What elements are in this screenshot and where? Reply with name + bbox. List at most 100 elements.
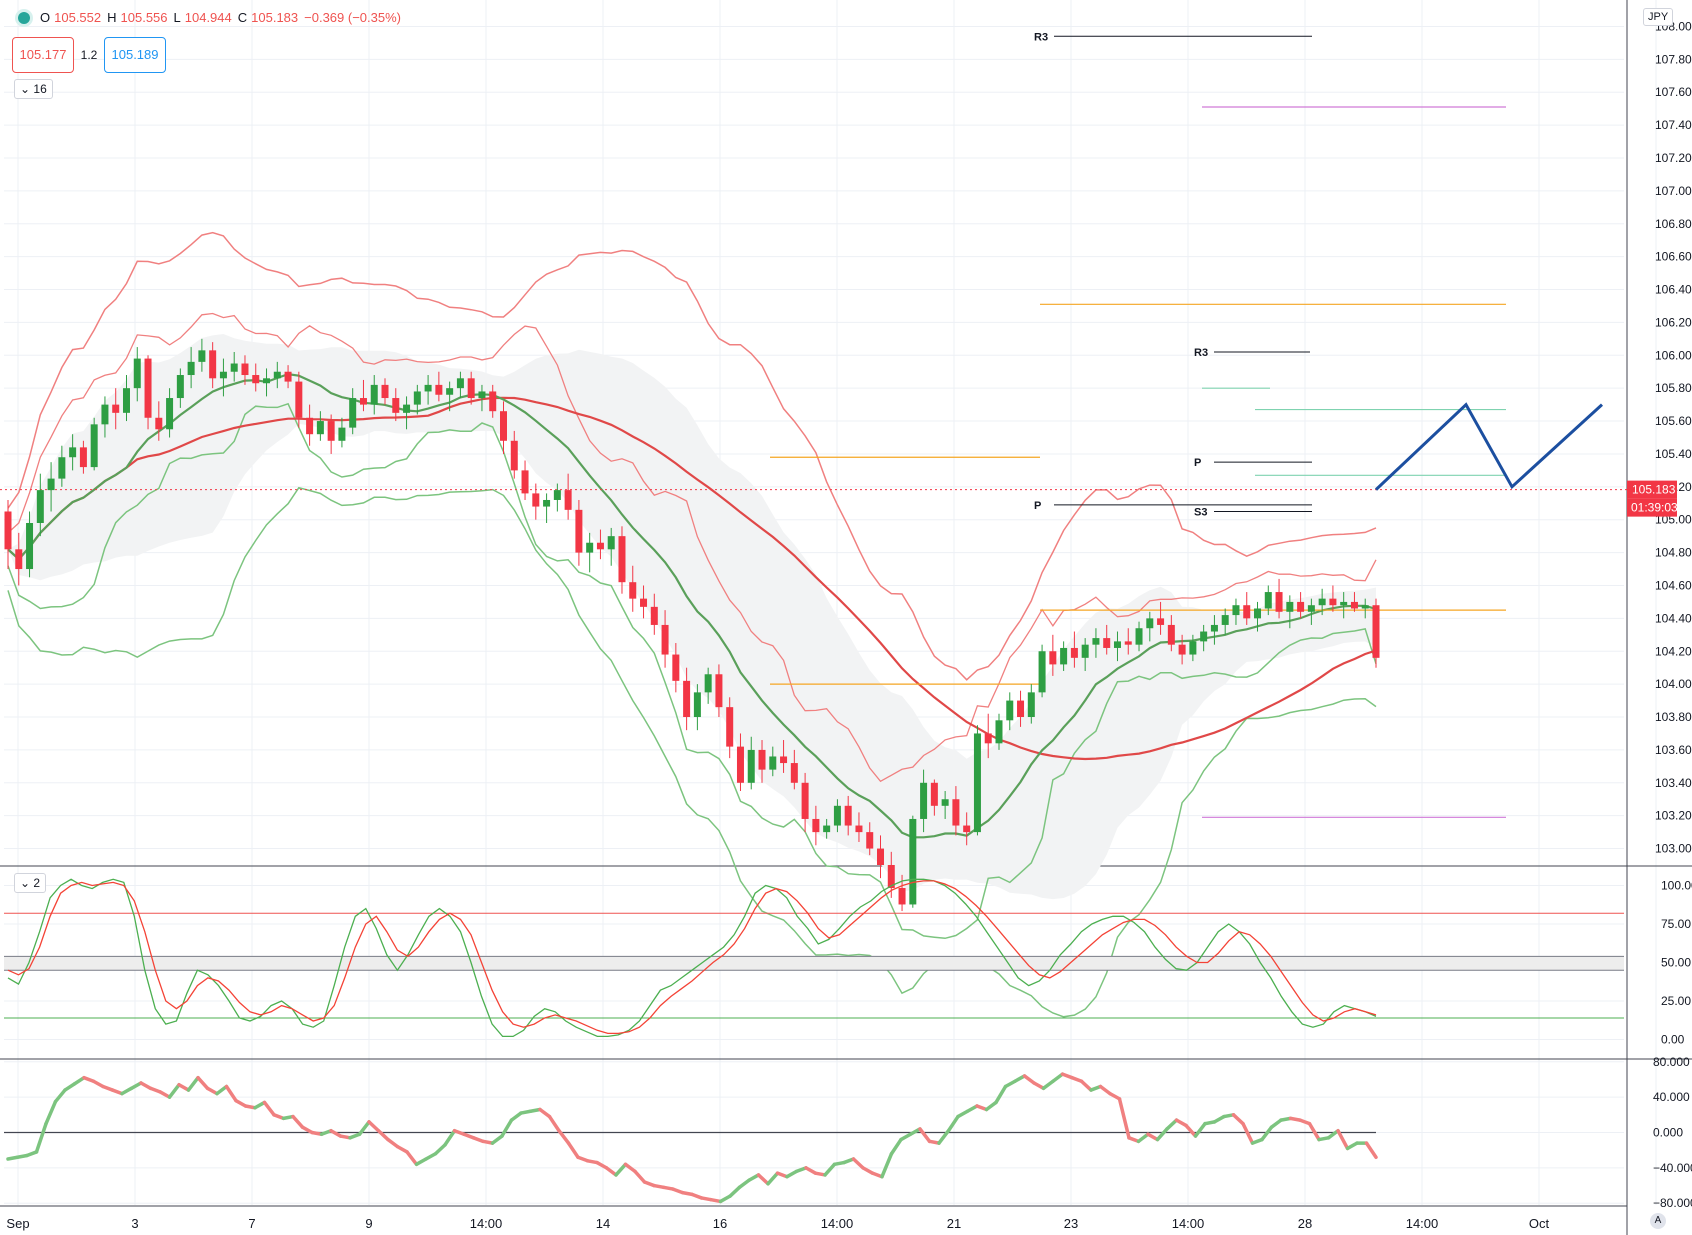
osc-segment bbox=[1336, 1128, 1350, 1151]
candlestick-series bbox=[4, 338, 1380, 912]
change-value: −0.369 (−0.35%) bbox=[304, 10, 401, 25]
fast-ma-line bbox=[7, 372, 1377, 839]
ohlc-legend: O 105.552 H 105.556 L 104.944 C 105.183 −0.3… bbox=[18, 10, 403, 25]
close-value: 105.183 bbox=[251, 10, 299, 25]
y-tick-label: 105.400 bbox=[1655, 447, 1692, 461]
indicator-count: 16 bbox=[33, 82, 47, 96]
inner-upper-band bbox=[7, 312, 1377, 783]
osc-segment bbox=[376, 1128, 390, 1142]
x-tick-label: 23 bbox=[1064, 1216, 1078, 1231]
osc-segment bbox=[63, 1082, 77, 1092]
candle-body bbox=[855, 825, 863, 833]
currency-label[interactable]: JPY bbox=[1643, 8, 1674, 26]
osc-segment bbox=[1231, 1113, 1245, 1126]
candle-body bbox=[90, 424, 98, 468]
candle-body bbox=[26, 523, 34, 570]
osc-segment bbox=[1326, 1128, 1340, 1140]
candle-body bbox=[553, 490, 561, 500]
candle-body bbox=[1017, 700, 1025, 718]
osc-segment bbox=[1165, 1118, 1179, 1131]
candle-body bbox=[726, 707, 734, 747]
candle-body bbox=[359, 398, 367, 405]
candle-body bbox=[316, 421, 324, 435]
pane-collapse-toggle[interactable]: ⌄ 16 bbox=[14, 79, 53, 99]
candle-body bbox=[1307, 605, 1315, 612]
candle-body bbox=[1254, 608, 1262, 619]
osc-segment bbox=[1345, 1141, 1359, 1151]
y-tick-label: 104.200 bbox=[1655, 644, 1692, 658]
candle-body bbox=[403, 404, 411, 413]
candle-body bbox=[586, 542, 594, 553]
candle-body bbox=[155, 417, 163, 430]
osc-segment bbox=[72, 1075, 86, 1086]
osc-segment bbox=[53, 1088, 67, 1104]
osc-segment bbox=[880, 1151, 894, 1179]
x-tick-label: Sep bbox=[6, 1216, 29, 1231]
candle-body bbox=[1318, 598, 1326, 606]
candle-body bbox=[499, 411, 507, 441]
candle-body bbox=[1070, 647, 1078, 658]
candle-body bbox=[1297, 601, 1305, 612]
osc-segment bbox=[405, 1150, 419, 1167]
candle-body bbox=[543, 499, 551, 507]
candle-body bbox=[327, 421, 335, 441]
open-value: 105.552 bbox=[54, 10, 102, 25]
candle-body bbox=[833, 805, 841, 826]
candle-body bbox=[435, 384, 443, 395]
osc-segment bbox=[956, 1109, 970, 1119]
price-tag-bg bbox=[1627, 480, 1677, 499]
stochastic-pane bbox=[4, 878, 1624, 1038]
stoch-k-line bbox=[7, 878, 1377, 1038]
pivot-label: R3 bbox=[1034, 31, 1048, 43]
y-tick-label: 106.200 bbox=[1655, 315, 1692, 329]
osc-segment bbox=[804, 1166, 818, 1175]
osc-segment bbox=[728, 1185, 742, 1198]
candle-body bbox=[812, 818, 820, 833]
candle-body bbox=[995, 720, 1003, 744]
candle-body bbox=[338, 427, 346, 441]
candle-body bbox=[1329, 598, 1337, 606]
low-label: L bbox=[173, 10, 181, 25]
candle-body bbox=[15, 549, 23, 570]
osc-segment bbox=[614, 1162, 628, 1177]
osc-segment bbox=[785, 1169, 799, 1179]
candle-body bbox=[1146, 618, 1154, 629]
candle-body bbox=[1361, 605, 1369, 609]
sell-button[interactable]: 105.177 bbox=[12, 37, 74, 73]
countdown-bg bbox=[1627, 498, 1677, 517]
candle-body bbox=[284, 371, 292, 382]
x-tick-label: 21 bbox=[947, 1216, 961, 1231]
osc-segment bbox=[1108, 1091, 1122, 1101]
candle-body bbox=[629, 582, 637, 599]
y-tick-label: 107.600 bbox=[1655, 85, 1692, 99]
candle-body bbox=[672, 654, 680, 681]
forecast-path[interactable] bbox=[1374, 402, 1604, 491]
osc-segment bbox=[158, 1090, 172, 1099]
candle-body bbox=[198, 350, 206, 362]
candle-body bbox=[1135, 628, 1143, 645]
candle-body bbox=[230, 363, 238, 372]
osc-tick-label: −40.000 bbox=[1653, 1161, 1692, 1175]
osc-segment bbox=[414, 1157, 428, 1167]
osc-segment bbox=[1212, 1114, 1226, 1124]
auto-scale-button[interactable]: A bbox=[1650, 1213, 1666, 1229]
y-tick-label: 106.400 bbox=[1655, 283, 1692, 297]
osc-segment bbox=[994, 1084, 1008, 1105]
buy-button[interactable]: 105.189 bbox=[104, 37, 166, 73]
candle-body bbox=[736, 746, 744, 783]
x-tick-label: 14:00 bbox=[821, 1216, 854, 1231]
stoch-collapse-toggle[interactable]: ⌄ 2 bbox=[14, 873, 47, 893]
candle-body bbox=[187, 361, 195, 376]
x-tick-label: 7 bbox=[248, 1216, 255, 1231]
bollinger-bands bbox=[7, 231, 1377, 1018]
candle-body bbox=[273, 371, 281, 379]
candle-body bbox=[769, 756, 777, 770]
y-tick-label: 105.600 bbox=[1655, 414, 1692, 428]
candle-body bbox=[1350, 601, 1358, 609]
y-tick-label: 104.400 bbox=[1655, 611, 1692, 625]
y-tick-label: 107.200 bbox=[1655, 151, 1692, 165]
osc-segment bbox=[899, 1132, 913, 1142]
osc-segment bbox=[34, 1121, 48, 1154]
osc-segment bbox=[946, 1114, 960, 1133]
